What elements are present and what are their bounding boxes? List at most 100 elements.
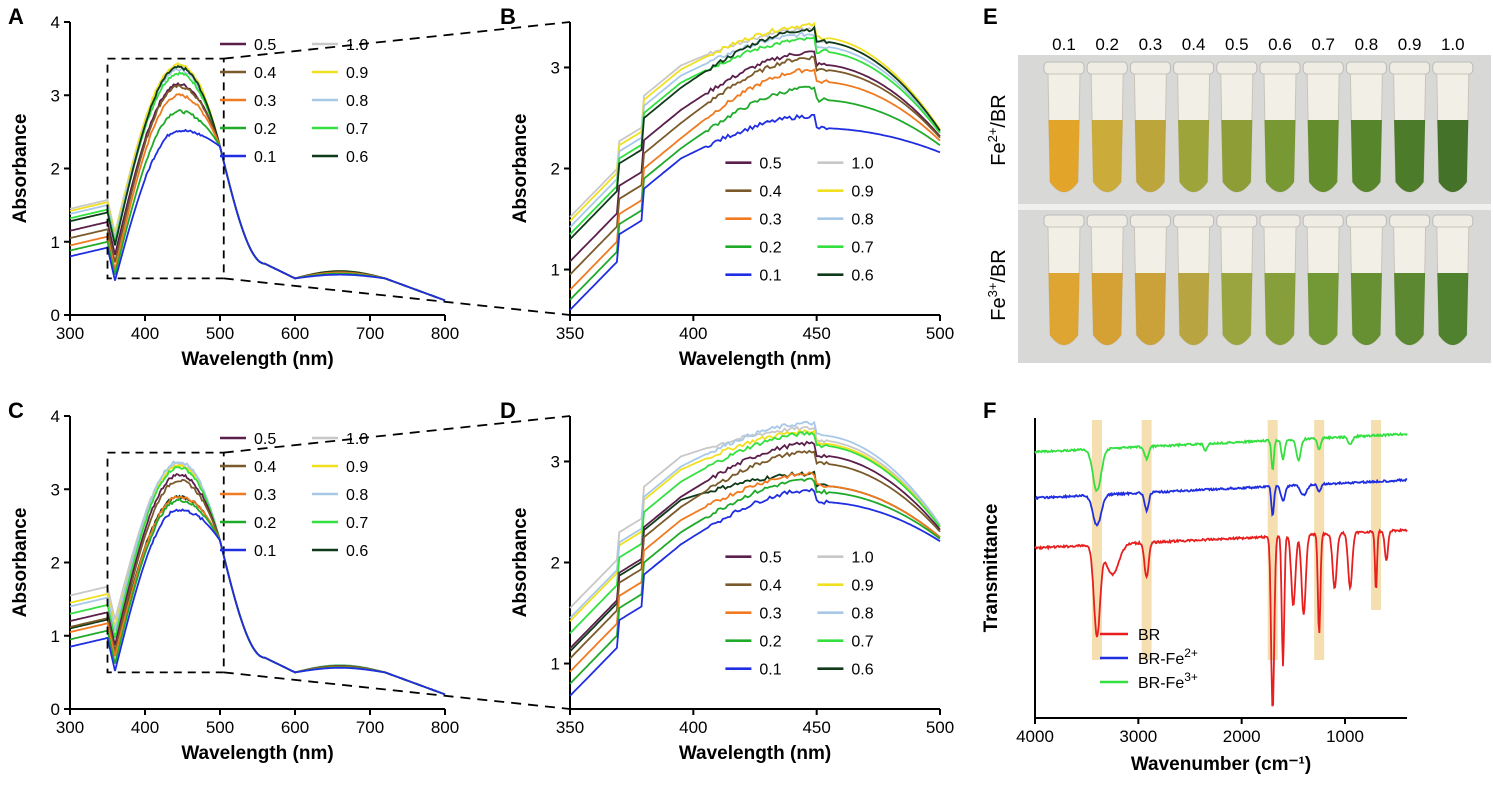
legend-label-0.2: 0.2	[254, 121, 276, 138]
x-tick-label: 600	[281, 718, 309, 737]
series-line-0.2	[569, 477, 941, 685]
highlight-band	[1141, 420, 1152, 660]
panel-letter-e: E	[983, 4, 998, 29]
tube-liquid	[1221, 120, 1253, 192]
y-tick-label: 0	[51, 306, 60, 325]
y-tick-label: 3	[51, 480, 60, 499]
photo-panel-e: 0.1 0.2 0.3 0.4 0.5 0.6 0.7 0.8 0.9 1.0 Fe2+/BR Fe3…	[985, 35, 1491, 363]
series-line-0.9	[569, 428, 941, 622]
tube-liquid	[1394, 273, 1426, 345]
concentration-label-0.5: 0.5	[1225, 35, 1249, 54]
series-line-0.9	[569, 21, 941, 222]
tube-liquid	[1048, 120, 1080, 192]
concentration-label-0.7: 0.7	[1311, 35, 1335, 54]
legend-label-0.3: 0.3	[759, 606, 781, 623]
fe2-tube-0.5	[1216, 61, 1258, 193]
x-tick-label: 2000	[1223, 727, 1261, 746]
series-line-0.8	[569, 420, 941, 619]
tube-cap	[1389, 61, 1431, 75]
series-line-0.6	[569, 470, 941, 653]
tube-cap	[1345, 61, 1387, 75]
tube-cap	[1043, 214, 1085, 228]
concentration-label-0.4: 0.4	[1182, 35, 1206, 54]
legend-label-0.1: 0.1	[759, 662, 781, 679]
series-line-0.7	[569, 431, 941, 634]
tube-liquid	[1134, 120, 1166, 192]
x-axis-title: Wavelength (nm)	[679, 743, 831, 764]
tube-liquid	[1221, 273, 1253, 345]
x-tick-label: 450	[802, 718, 830, 737]
tube-cap	[1432, 61, 1474, 75]
tube-cap	[1389, 214, 1431, 228]
tube-cap	[1086, 214, 1128, 228]
y-tick-label: 1	[551, 655, 560, 674]
chart-c: 300 400 500 600 700 800 0 1 2 3 4 Wavelength (nm) Ab…	[10, 407, 459, 764]
legend-label-0.8: 0.8	[346, 487, 368, 504]
legend-label-1.0: 1.0	[851, 550, 873, 567]
tube-cap	[1345, 214, 1387, 228]
photo-divider	[1018, 204, 1491, 210]
series-line-0.6	[569, 25, 941, 240]
highlight-band	[1314, 420, 1325, 660]
x-tick-label: 500	[926, 718, 954, 737]
tube-cap	[1043, 61, 1085, 75]
tube-liquid	[1350, 120, 1382, 192]
legend-label-0.5: 0.5	[759, 156, 781, 173]
tube-liquid	[1307, 120, 1339, 192]
x-tick-label: 800	[431, 324, 459, 343]
y-tick-label: 2	[551, 160, 560, 179]
y-tick-label: 4	[51, 13, 60, 32]
concentration-label-0.6: 0.6	[1268, 35, 1292, 54]
tube-liquid	[1394, 120, 1426, 192]
series-line-0.1	[69, 128, 446, 302]
panel-letter-f: F	[983, 398, 996, 423]
tube-liquid	[1437, 273, 1469, 345]
tube-cap	[1259, 214, 1301, 228]
x-tick-label: 1000	[1326, 727, 1364, 746]
y-tick-label: 1	[51, 627, 60, 646]
fe3-tube-0.3	[1129, 214, 1171, 346]
legend-label-0.5: 0.5	[254, 431, 276, 448]
y-tick-label: 1	[51, 233, 60, 252]
concentration-label-0.9: 0.9	[1398, 35, 1422, 54]
legend-label-0.3: 0.3	[254, 487, 276, 504]
legend-label-0.2: 0.2	[759, 240, 781, 257]
x-tick-label: 3000	[1119, 727, 1157, 746]
legend-label-1.0: 1.0	[851, 156, 873, 173]
concentration-label-0.2: 0.2	[1095, 35, 1119, 54]
tube-liquid	[1350, 273, 1382, 345]
zoom-connectors	[223, 21, 571, 710]
legend-label-0.8: 0.8	[346, 93, 368, 110]
legend-label-0.4: 0.4	[254, 65, 276, 82]
tube-liquid	[1134, 273, 1166, 345]
chart-a: 300 400 500 600 700 800 0 1 2 3 4 Wavelength (nm) Ab…	[10, 13, 459, 370]
x-tick-label: 4000	[1016, 727, 1054, 746]
series-line-0.3	[569, 67, 941, 291]
legend-label-0.6: 0.6	[851, 662, 873, 679]
x-tick-label: 400	[131, 718, 159, 737]
y-tick-label: 1	[551, 261, 560, 280]
fe2-tube-1.0	[1432, 61, 1474, 193]
highlight-band	[1371, 420, 1381, 610]
x-tick-label: 400	[679, 324, 707, 343]
fe3-tube-0.1	[1043, 214, 1085, 346]
legend-label-0.6: 0.6	[851, 268, 873, 285]
x-tick-label: 500	[206, 718, 234, 737]
legend-label-0.4: 0.4	[759, 578, 781, 595]
legend-label-0.8: 0.8	[851, 606, 873, 623]
series-line-0.7	[569, 36, 941, 235]
highlight-band	[1092, 420, 1102, 660]
y-axis-title: Absorbance	[10, 114, 31, 224]
series-line-br	[1034, 527, 1408, 707]
legend-label-0.7: 0.7	[851, 240, 873, 257]
panel-letter-b: B	[500, 4, 516, 29]
fe2-tube-0.8	[1345, 61, 1387, 193]
tube-cap	[1173, 214, 1215, 228]
tube-liquid	[1178, 273, 1210, 345]
tube-cap	[1302, 61, 1344, 75]
tube-cap	[1432, 214, 1474, 228]
tube-liquid	[1091, 273, 1123, 345]
tube-cap	[1129, 61, 1171, 75]
legend-label-0.7: 0.7	[346, 121, 368, 138]
